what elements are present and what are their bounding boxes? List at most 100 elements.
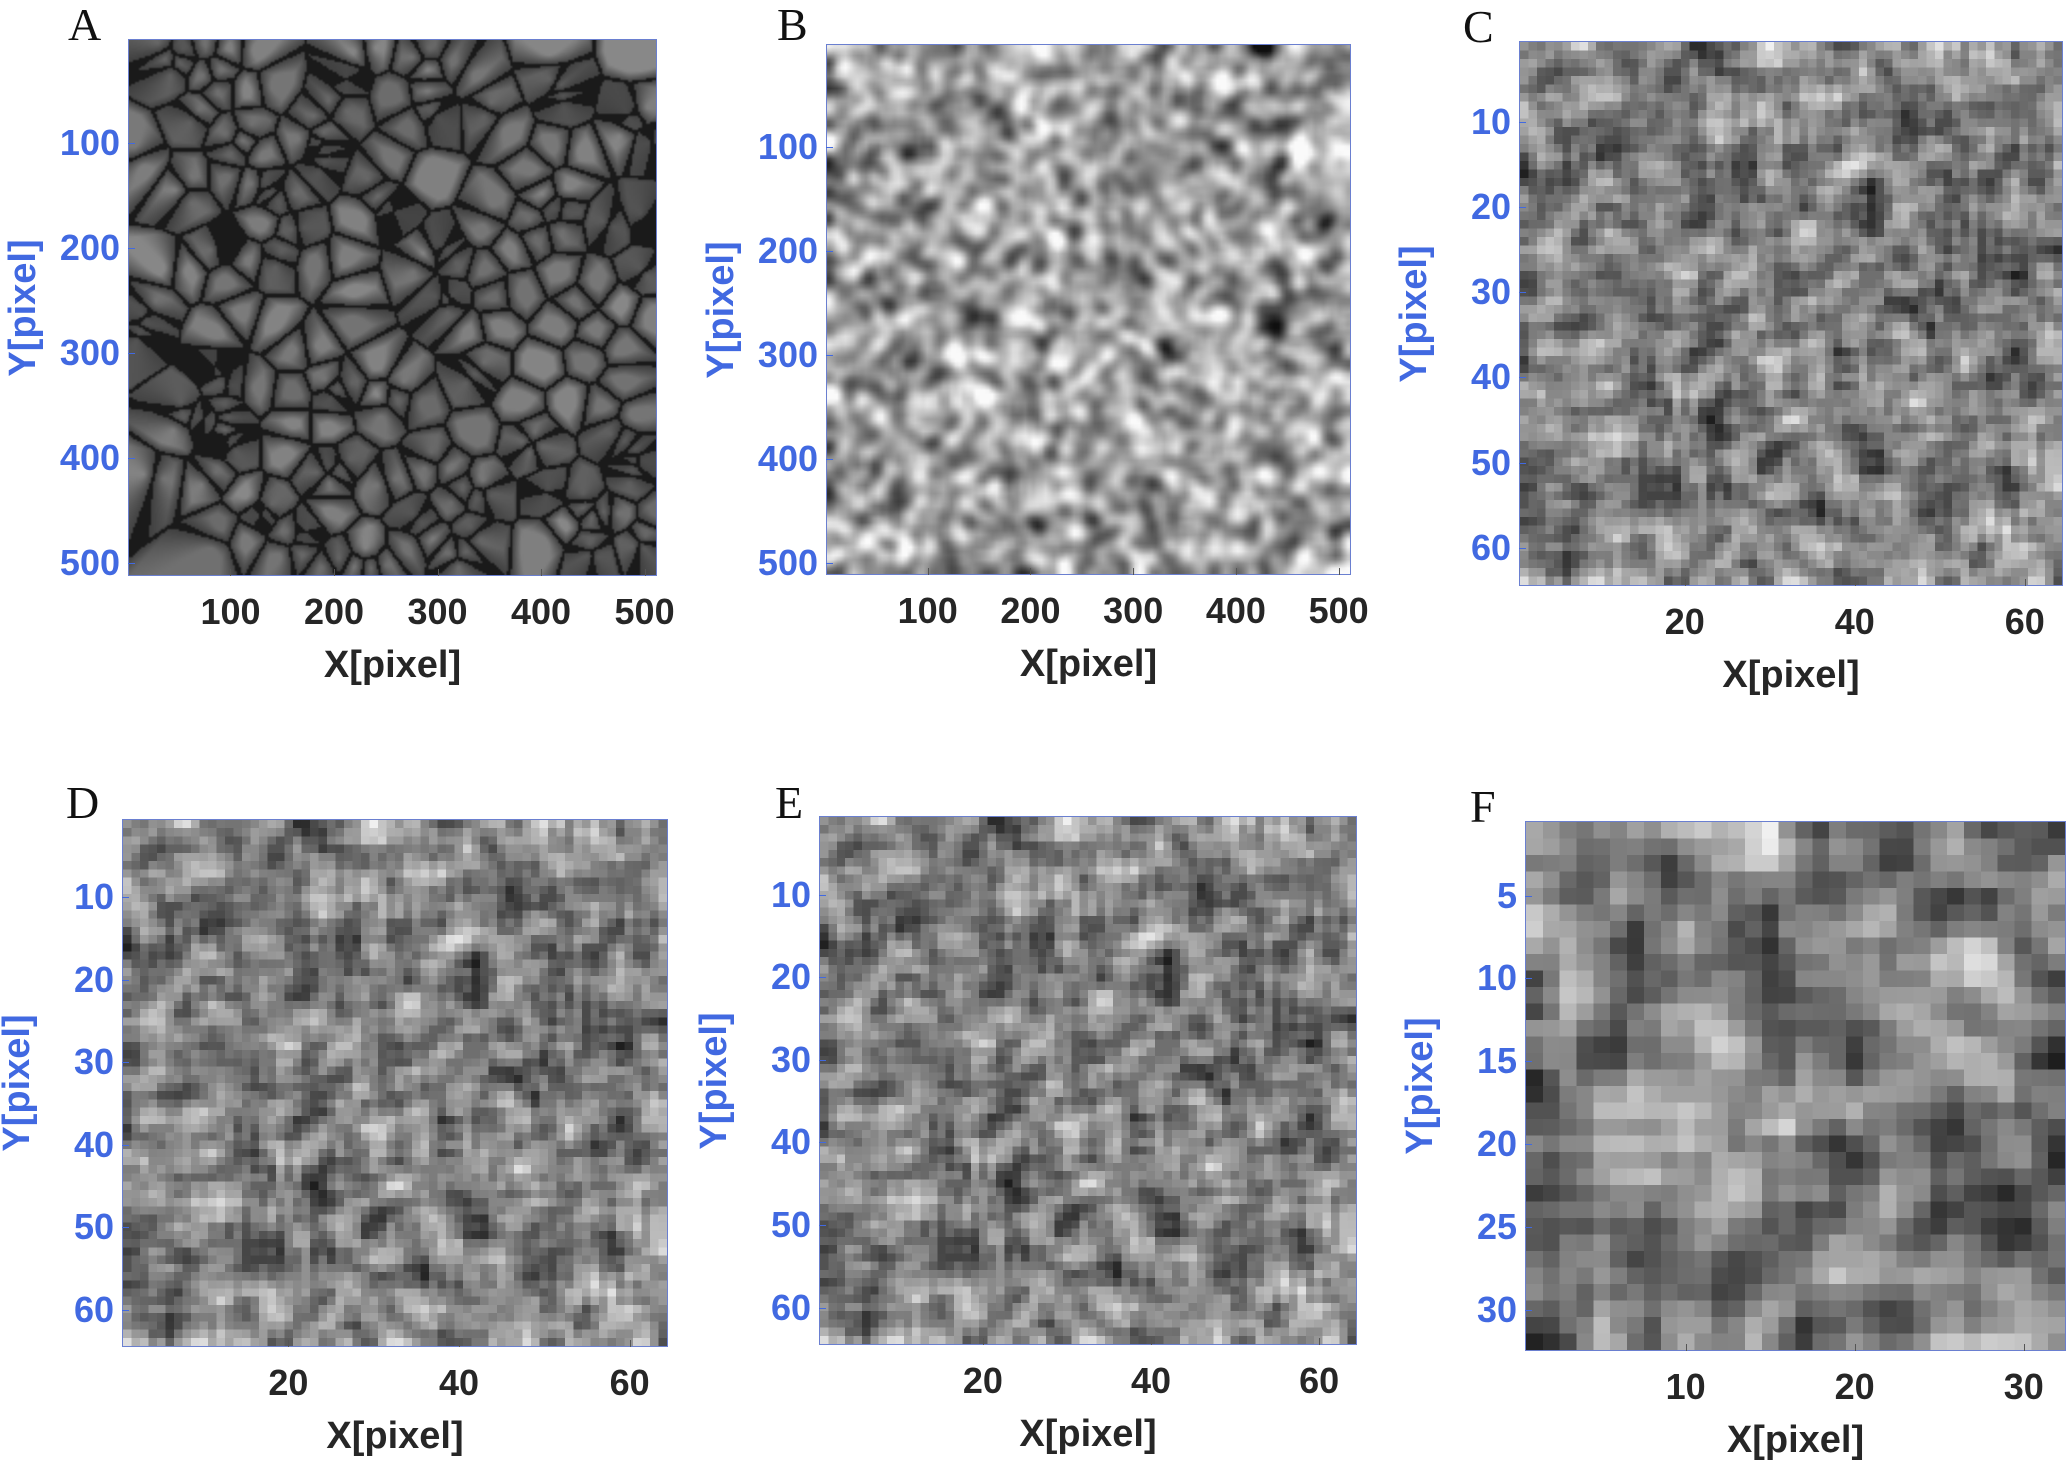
- y-axis-label: Y[pixel]: [0, 1014, 38, 1152]
- y-tick-mark: [826, 562, 833, 564]
- y-tick-mark: [122, 1144, 129, 1146]
- y-tick-mark: [1519, 292, 1526, 294]
- x-tick-label: 60: [2004, 601, 2045, 642]
- y-tick-label: 300: [757, 333, 818, 375]
- y-tick-label: 40: [73, 1123, 114, 1165]
- y-tick-mark: [1519, 207, 1526, 209]
- x-tick-label: 500: [614, 591, 675, 632]
- y-tick-mark: [826, 354, 833, 356]
- y-tick-mark: [128, 353, 135, 355]
- y-tick-label: 40: [1470, 356, 1511, 398]
- x-tick-label: 400: [511, 591, 572, 632]
- y-tick-mark: [128, 563, 135, 565]
- image-plot-area: [122, 819, 668, 1347]
- y-tick-label: 40: [770, 1121, 811, 1163]
- x-tick-label: 20: [268, 1362, 309, 1403]
- y-tick-mark: [128, 248, 135, 250]
- y-axis-label: Y[pixel]: [1399, 1017, 1441, 1155]
- x-tick-label: 20: [962, 1360, 1003, 1401]
- x-tick-mark: [927, 568, 929, 575]
- x-tick-mark: [458, 1340, 460, 1347]
- y-tick-label: 20: [73, 958, 114, 1000]
- y-tick-mark: [1525, 1143, 1532, 1145]
- x-tick-label: 100: [200, 591, 261, 632]
- x-tick-mark: [1235, 568, 1237, 575]
- y-tick-label: 20: [770, 956, 811, 998]
- x-axis-label: X[pixel]: [1019, 1413, 1157, 1455]
- y-tick-label: 300: [59, 332, 120, 374]
- y-tick-label: 400: [757, 437, 818, 479]
- y-tick-label: 5: [1496, 874, 1517, 916]
- y-tick-mark: [819, 894, 826, 896]
- y-tick-label: 30: [770, 1038, 811, 1080]
- x-tick-mark: [541, 569, 543, 576]
- x-tick-mark: [982, 1338, 984, 1345]
- image-plot-area: [128, 39, 657, 576]
- y-tick-label: 30: [73, 1041, 114, 1083]
- panel-letter: B: [777, 0, 808, 50]
- y-tick-label: 200: [757, 229, 818, 271]
- y-tick-label: 500: [59, 542, 120, 584]
- y-tick-label: 50: [73, 1206, 114, 1248]
- y-tick-label: 50: [770, 1204, 811, 1246]
- y-tick-mark: [819, 1142, 826, 1144]
- x-tick-mark: [1685, 1344, 1687, 1351]
- x-axis-label: X[pixel]: [323, 644, 462, 686]
- y-tick-label: 20: [1476, 1122, 1517, 1164]
- y-tick-mark: [826, 458, 833, 460]
- x-tick-label: 40: [1131, 1360, 1172, 1401]
- y-tick-label: 10: [1476, 957, 1517, 999]
- grayscale-image: [1520, 42, 2062, 585]
- y-tick-mark: [1525, 1061, 1532, 1063]
- x-tick-label: 40: [1834, 601, 1875, 642]
- y-tick-mark: [122, 979, 129, 981]
- panel-letter: D: [66, 777, 100, 828]
- y-tick-mark: [819, 1307, 826, 1309]
- y-tick-mark: [819, 1059, 826, 1061]
- y-tick-label: 100: [59, 122, 120, 164]
- image-plot-area: [826, 44, 1351, 575]
- x-tick-mark: [2023, 1344, 2025, 1351]
- y-tick-mark: [1519, 121, 1526, 123]
- grayscale-image: [827, 45, 1350, 574]
- x-tick-label: 60: [609, 1362, 650, 1403]
- x-tick-mark: [1854, 579, 1856, 586]
- grayscale-image: [129, 40, 656, 575]
- x-tick-label: 200: [1000, 590, 1061, 631]
- x-tick-label: 40: [438, 1362, 480, 1403]
- y-tick-mark: [122, 1309, 129, 1311]
- y-tick-mark: [128, 143, 135, 145]
- y-tick-label: 200: [59, 227, 120, 269]
- x-tick-label: 100: [897, 590, 958, 631]
- x-tick-mark: [1684, 579, 1686, 586]
- y-axis-label: Y[pixel]: [2, 238, 44, 377]
- image-plot-area: [1525, 821, 2066, 1351]
- y-tick-label: 500: [757, 541, 818, 583]
- panel-letter: F: [1470, 781, 1496, 832]
- y-tick-mark: [1525, 978, 1532, 980]
- x-tick-label: 20: [1834, 1366, 1875, 1407]
- y-tick-mark: [819, 977, 826, 979]
- grayscale-image: [1526, 822, 2065, 1350]
- y-tick-mark: [128, 458, 135, 460]
- x-tick-label: 10: [1665, 1366, 1706, 1407]
- y-tick-mark: [1519, 377, 1526, 379]
- x-axis-label: X[pixel]: [1722, 654, 1860, 696]
- y-tick-label: 400: [59, 437, 120, 479]
- image-plot-area: [1519, 41, 2063, 586]
- x-tick-mark: [1151, 1338, 1153, 1345]
- x-tick-mark: [437, 569, 439, 576]
- x-tick-mark: [288, 1340, 290, 1347]
- y-tick-label: 60: [770, 1286, 811, 1328]
- x-tick-label: 20: [1664, 601, 1705, 642]
- y-tick-label: 10: [1470, 100, 1511, 142]
- x-tick-mark: [1338, 568, 1340, 575]
- y-tick-label: 10: [770, 873, 811, 915]
- y-axis-label: Y[pixel]: [1393, 244, 1435, 383]
- x-tick-label: 300: [1103, 590, 1164, 631]
- x-tick-mark: [629, 1340, 631, 1347]
- y-tick-label: 100: [757, 125, 818, 167]
- panel-letter: C: [1463, 1, 1494, 52]
- x-axis-label: X[pixel]: [1019, 643, 1158, 685]
- y-tick-label: 10: [73, 876, 114, 918]
